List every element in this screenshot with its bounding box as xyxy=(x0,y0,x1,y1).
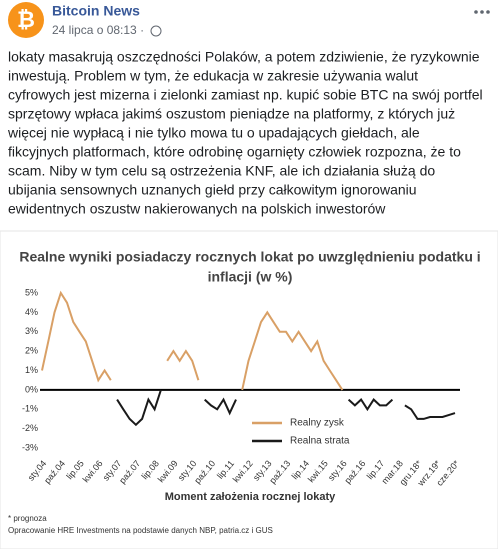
note: Opracowanie HRE Investments na podstawie… xyxy=(8,526,273,535)
post-text: ewidentnych oszustw nakierowanych na pol… xyxy=(8,201,386,217)
more-button[interactable] xyxy=(474,10,490,14)
y-tick-label: -2% xyxy=(22,423,38,433)
x-axis-label: Moment założenia rocznej lokaty xyxy=(165,491,336,503)
post-text: więcej nie wypłacą i nie tylko mowa tu o… xyxy=(7,125,420,141)
y-tick-label: 2% xyxy=(25,346,38,356)
post-text: sprzętowy wpłaca jakimś oszustom pieniąd… xyxy=(8,106,455,122)
post-text: scam. Niby w tym celu są ostrzeżenia KNF… xyxy=(8,163,435,179)
post-text: lokaty masakrują oszczędności Polaków, a… xyxy=(8,49,480,65)
time[interactable]: 24 lipca o 08:13 · xyxy=(52,23,144,37)
avatar[interactable] xyxy=(8,2,44,38)
post-text: cyfrowych jest mizerna i zielonki zamias… xyxy=(8,87,483,103)
post-text: ubijania sensownych uznanych giełd przy … xyxy=(8,182,417,198)
y-tick-label: 5% xyxy=(25,287,38,297)
chart-title: Realne wyniki posiadaczy rocznych lokat … xyxy=(19,249,480,265)
y-tick-label: -3% xyxy=(22,442,38,452)
legend-label: Realna strata xyxy=(290,436,350,447)
y-tick-label: -1% xyxy=(22,404,38,414)
y-tick-label: 1% xyxy=(25,365,38,375)
y-tick-label: 0% xyxy=(25,384,38,394)
post-text: inwestują. Problem w tym, że edukacja w … xyxy=(8,68,418,84)
legend-label: Realny zysk xyxy=(290,418,345,429)
globe-icon xyxy=(150,25,162,37)
post-text: fikcyjnych platformach, które odrobinę o… xyxy=(8,144,461,160)
note: * prognoza xyxy=(8,514,47,523)
y-tick-label: 4% xyxy=(25,307,38,317)
avatar-icon: ₿ xyxy=(17,7,35,32)
author[interactable]: Bitcoin News xyxy=(52,3,140,19)
y-tick-label: 3% xyxy=(25,326,38,336)
line-series xyxy=(116,389,456,427)
chart-title: inflacji (w %) xyxy=(208,269,293,285)
